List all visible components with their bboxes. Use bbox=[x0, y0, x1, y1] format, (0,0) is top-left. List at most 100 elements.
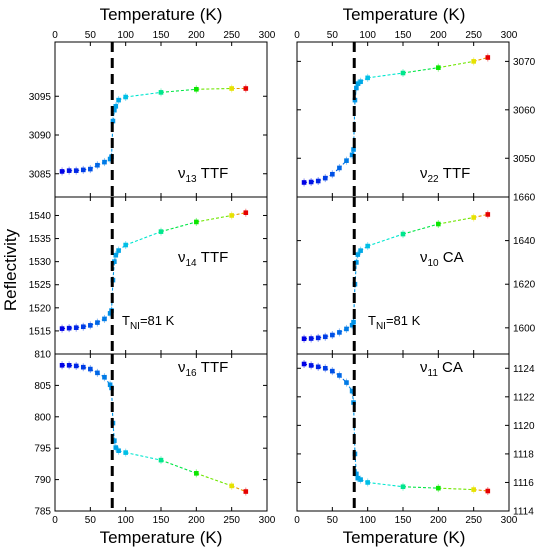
data-point bbox=[351, 319, 356, 325]
top-xlabel-right: Temperature (K) bbox=[343, 5, 466, 24]
x-tick-label: 50 bbox=[327, 30, 339, 41]
panel-3: 1515 1520 1525 1530 1535 1540 ν14 TTF bbox=[29, 196, 268, 355]
data-point bbox=[123, 450, 128, 455]
x-tick-label: 150 bbox=[395, 515, 412, 526]
series-line bbox=[196, 472, 232, 487]
x-tick-label: 300 bbox=[501, 515, 518, 526]
panel-frame bbox=[54, 196, 268, 355]
data-point bbox=[400, 70, 406, 76]
data-point bbox=[301, 336, 307, 342]
y-tick-label: 1530 bbox=[29, 257, 52, 268]
x-tick-label: 150 bbox=[153, 30, 170, 41]
data-point bbox=[158, 229, 164, 234]
data-point bbox=[80, 364, 86, 370]
data-point bbox=[436, 485, 441, 491]
x-tick-label: 250 bbox=[223, 30, 240, 41]
panel-label-subscript: 14 bbox=[186, 258, 198, 269]
data-point bbox=[485, 55, 491, 60]
x-tick-label: 250 bbox=[465, 30, 482, 41]
panel-frame bbox=[296, 41, 510, 198]
data-point bbox=[88, 323, 93, 328]
y-tick-label: 1515 bbox=[29, 326, 52, 337]
data-point bbox=[123, 94, 128, 100]
data-point bbox=[301, 180, 307, 185]
data-point bbox=[337, 373, 342, 378]
panel-frame bbox=[296, 196, 510, 355]
data-point bbox=[80, 324, 86, 330]
x-tick-label: 0 bbox=[52, 30, 58, 41]
transition-subscript: NI bbox=[376, 321, 386, 332]
data-point bbox=[322, 175, 328, 181]
data-point bbox=[88, 366, 93, 372]
data-point bbox=[471, 215, 476, 220]
x-tick-label: 200 bbox=[188, 30, 205, 41]
data-point bbox=[354, 260, 359, 265]
x-tick-label: 50 bbox=[327, 515, 339, 526]
y-axis-label: Reflectivity bbox=[1, 228, 20, 311]
data-point bbox=[102, 159, 107, 165]
y-tick-label: 1600 bbox=[513, 323, 536, 334]
y-tick-label: 1118 bbox=[513, 449, 534, 460]
data-point bbox=[354, 471, 359, 477]
panel-2: 0 50 100 150 200 250 300 3050 3060 3070 ν22 TTF bbox=[294, 30, 536, 198]
y-tick-label: 1520 bbox=[29, 303, 52, 314]
data-point bbox=[107, 156, 113, 162]
data-point bbox=[358, 79, 363, 85]
data-point bbox=[194, 471, 199, 476]
data-point bbox=[400, 484, 406, 490]
data-point bbox=[358, 248, 363, 253]
series-line bbox=[402, 486, 439, 489]
data-point bbox=[315, 364, 321, 370]
series-line bbox=[367, 481, 404, 488]
panel-label-text: TTF bbox=[439, 165, 471, 182]
panel-label-subscript: 13 bbox=[186, 174, 198, 185]
data-point bbox=[123, 242, 128, 248]
series-line bbox=[438, 487, 474, 491]
series-line bbox=[160, 459, 197, 474]
data-point bbox=[112, 259, 117, 264]
top-xlabel-left: Temperature (K) bbox=[100, 5, 223, 24]
data-point bbox=[301, 361, 307, 367]
series-line bbox=[402, 67, 439, 74]
transition-value: =81 K bbox=[386, 313, 421, 328]
series-line bbox=[196, 87, 232, 90]
series-line bbox=[367, 72, 404, 79]
data-point bbox=[73, 325, 79, 330]
data-point bbox=[344, 158, 349, 163]
data-point bbox=[315, 178, 321, 184]
panel-frame bbox=[54, 41, 268, 198]
panel-label-text: TTF bbox=[197, 359, 229, 376]
data-point bbox=[351, 147, 356, 152]
data-point bbox=[330, 332, 335, 338]
panel-label: ν11 CA bbox=[420, 359, 463, 379]
series bbox=[59, 84, 249, 176]
data-point bbox=[158, 457, 164, 463]
y-tick-label: 805 bbox=[34, 381, 51, 392]
x-tick-label: 200 bbox=[430, 515, 447, 526]
data-point bbox=[102, 374, 107, 380]
bottom-xlabel-right: Temperature (K) bbox=[343, 528, 466, 547]
data-point bbox=[107, 311, 113, 316]
x-tick-label: 100 bbox=[359, 515, 376, 526]
data-point bbox=[352, 97, 358, 103]
series-line bbox=[438, 216, 474, 225]
panel-label-symbol: ν bbox=[420, 359, 428, 376]
transition-label-left: TNI=81 K bbox=[122, 313, 175, 332]
y-tick-label: 790 bbox=[34, 475, 51, 486]
bottom-xlabel-left: Temperature (K) bbox=[100, 528, 223, 547]
data-point bbox=[73, 363, 79, 369]
x-tick-label: 200 bbox=[188, 515, 205, 526]
data-point bbox=[355, 475, 361, 481]
panel-label-symbol: ν bbox=[178, 359, 186, 376]
series-line bbox=[125, 91, 162, 98]
data-point bbox=[322, 365, 328, 371]
series bbox=[301, 359, 491, 496]
data-point bbox=[315, 335, 321, 341]
data-point bbox=[243, 86, 249, 91]
series-line bbox=[473, 213, 488, 219]
transition-label-right: TNI=81 K bbox=[368, 313, 421, 332]
x-tick-label: 100 bbox=[359, 30, 376, 41]
panel-label-symbol: ν bbox=[420, 165, 428, 182]
